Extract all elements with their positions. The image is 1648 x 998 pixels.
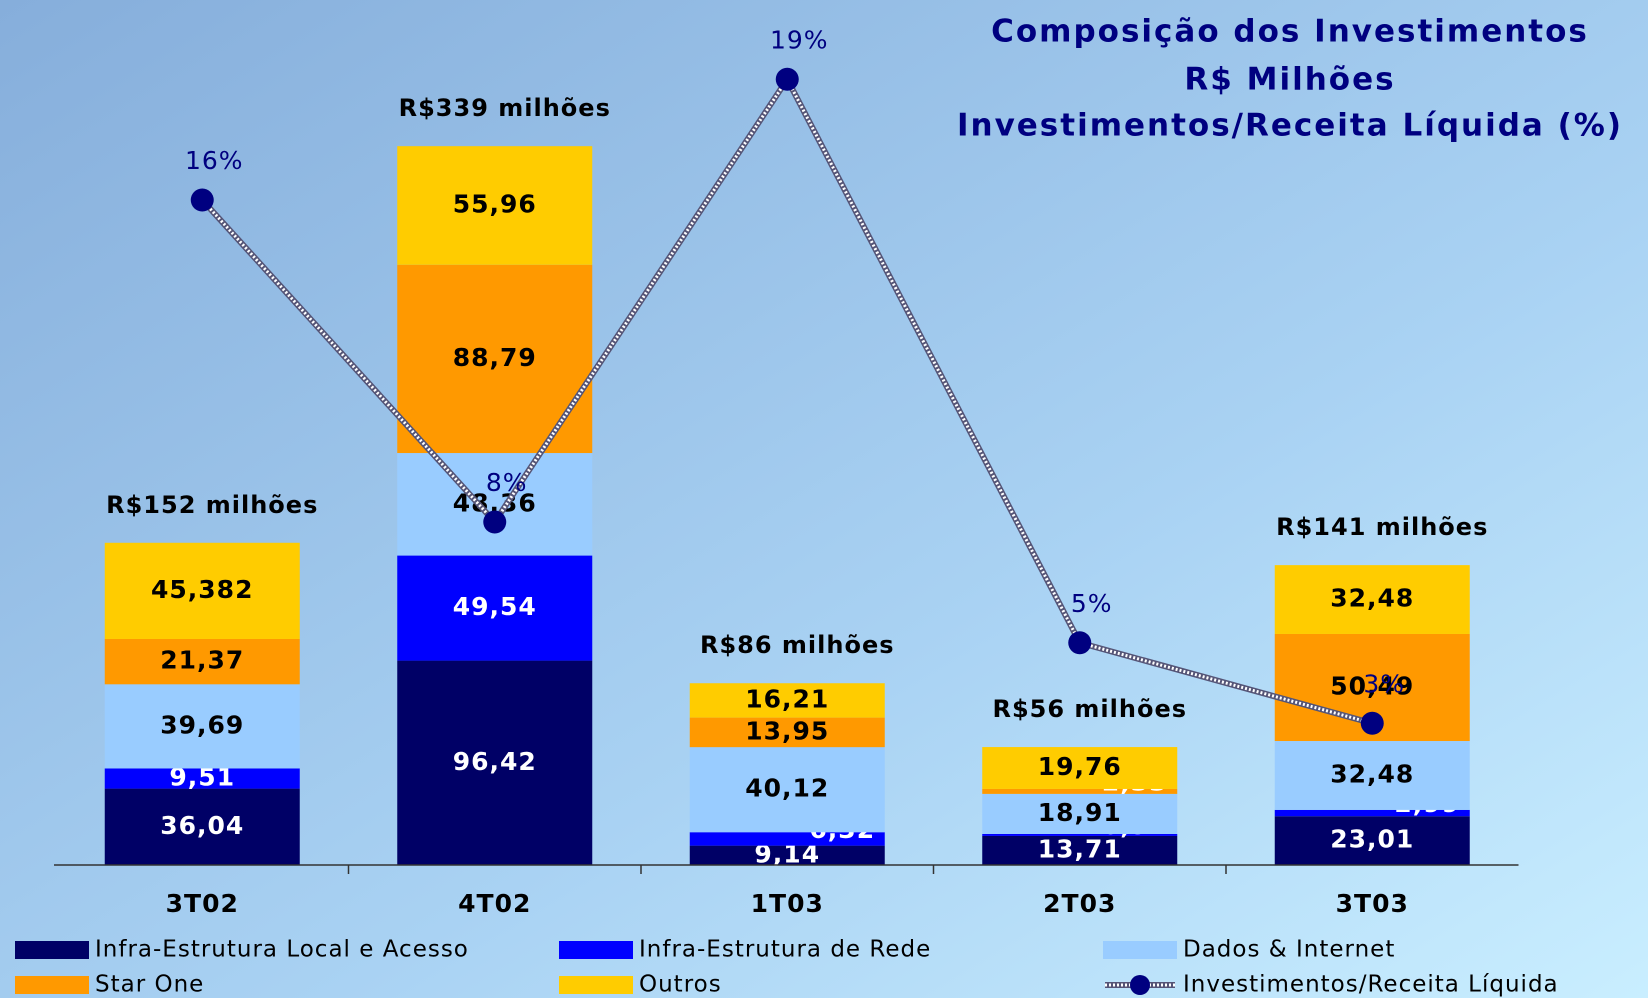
data-label: 40,12 [745,774,829,803]
bar-segment [689,717,885,748]
bar-segment [1274,565,1470,634]
data-label: 21,37 [160,646,244,675]
bar-segment [397,453,593,556]
legend-label: Infra-Estrutura Local e Acesso [95,937,469,963]
bar-segment [689,747,885,833]
bar-segment [1274,809,1470,817]
line-label: 19% [770,25,829,54]
bar-segment [104,542,300,639]
data-label: 88,79 [453,343,537,372]
bar-segment [397,146,593,265]
bar-segment [104,768,300,789]
data-label: 13,95 [745,716,829,745]
x-tick-label: 3T03 [1336,889,1409,918]
legend-swatch [559,941,633,959]
total-label: R$56 milhões [992,695,1187,723]
total-label: R$339 milhões [399,94,611,122]
bar-segment [104,684,300,769]
legend-swatch [15,976,89,994]
data-label: 39,69 [160,710,244,739]
bar-segment [104,788,300,865]
legend-swatch [15,941,89,959]
x-tick-label: 2T03 [1043,889,1116,918]
line-label: 16% [185,146,244,175]
legend-label: Star One [95,972,204,998]
bar-segment [982,835,1178,865]
data-label: 32,48 [1330,584,1414,613]
bar-segment [982,793,1178,834]
legend-label: Investimentos/Receita Líquida [1183,972,1559,998]
data-label: 55,96 [453,189,537,218]
line-point [483,510,507,534]
data-label: 45,382 [151,575,253,604]
line-label: 5% [1071,589,1113,618]
bar-segment [1274,741,1470,810]
legend-label: Outros [639,972,722,998]
bar-segment [689,832,885,846]
data-label: 19,76 [1038,752,1122,781]
line-label: 3% [1363,669,1405,698]
data-label: 36,04 [160,811,244,840]
data-label: 50,49 [1330,672,1414,701]
legend-label: Infra-Estrutura de Rede [639,937,931,963]
x-tick-label: 1T03 [751,889,824,918]
data-label: 96,42 [453,747,537,776]
bar-segment [982,747,1178,789]
bar-segment [1274,816,1470,865]
data-label: 18,91 [1038,798,1122,827]
bar-segment [982,788,1178,794]
bar-segment [982,833,1178,836]
bar-segment [397,555,593,661]
chart-title: Investimentos/Receita Líquida (%) [957,108,1623,144]
line-point [1360,711,1384,735]
chart-title: Composição dos Investimentos [991,14,1589,50]
x-tick-label: 3T02 [166,889,239,918]
bar-segment [689,683,885,718]
line-point [190,188,214,212]
line-point [1068,631,1092,655]
line-point [775,67,799,91]
chart-title: R$ Milhões [1184,62,1395,98]
legend-swatch [1103,941,1177,959]
x-tick-label: 4T02 [458,889,531,918]
data-label: 13,71 [1038,834,1122,863]
data-label: 23,01 [1330,825,1414,854]
total-label: R$86 milhões [700,631,895,659]
data-label: 16,21 [745,684,829,713]
data-label: 32,48 [1330,759,1414,788]
total-label: R$152 milhões [106,491,318,519]
legend-swatch [559,976,633,994]
legend-marker [1130,975,1150,995]
bar-segment [104,638,300,685]
total-label: R$141 milhões [1276,513,1488,541]
line-label: 8% [486,468,528,497]
bar-segment [689,845,885,865]
legend-label: Dados & Internet [1183,937,1395,963]
bar-segment [397,660,593,865]
data-label: 49,54 [453,592,537,621]
